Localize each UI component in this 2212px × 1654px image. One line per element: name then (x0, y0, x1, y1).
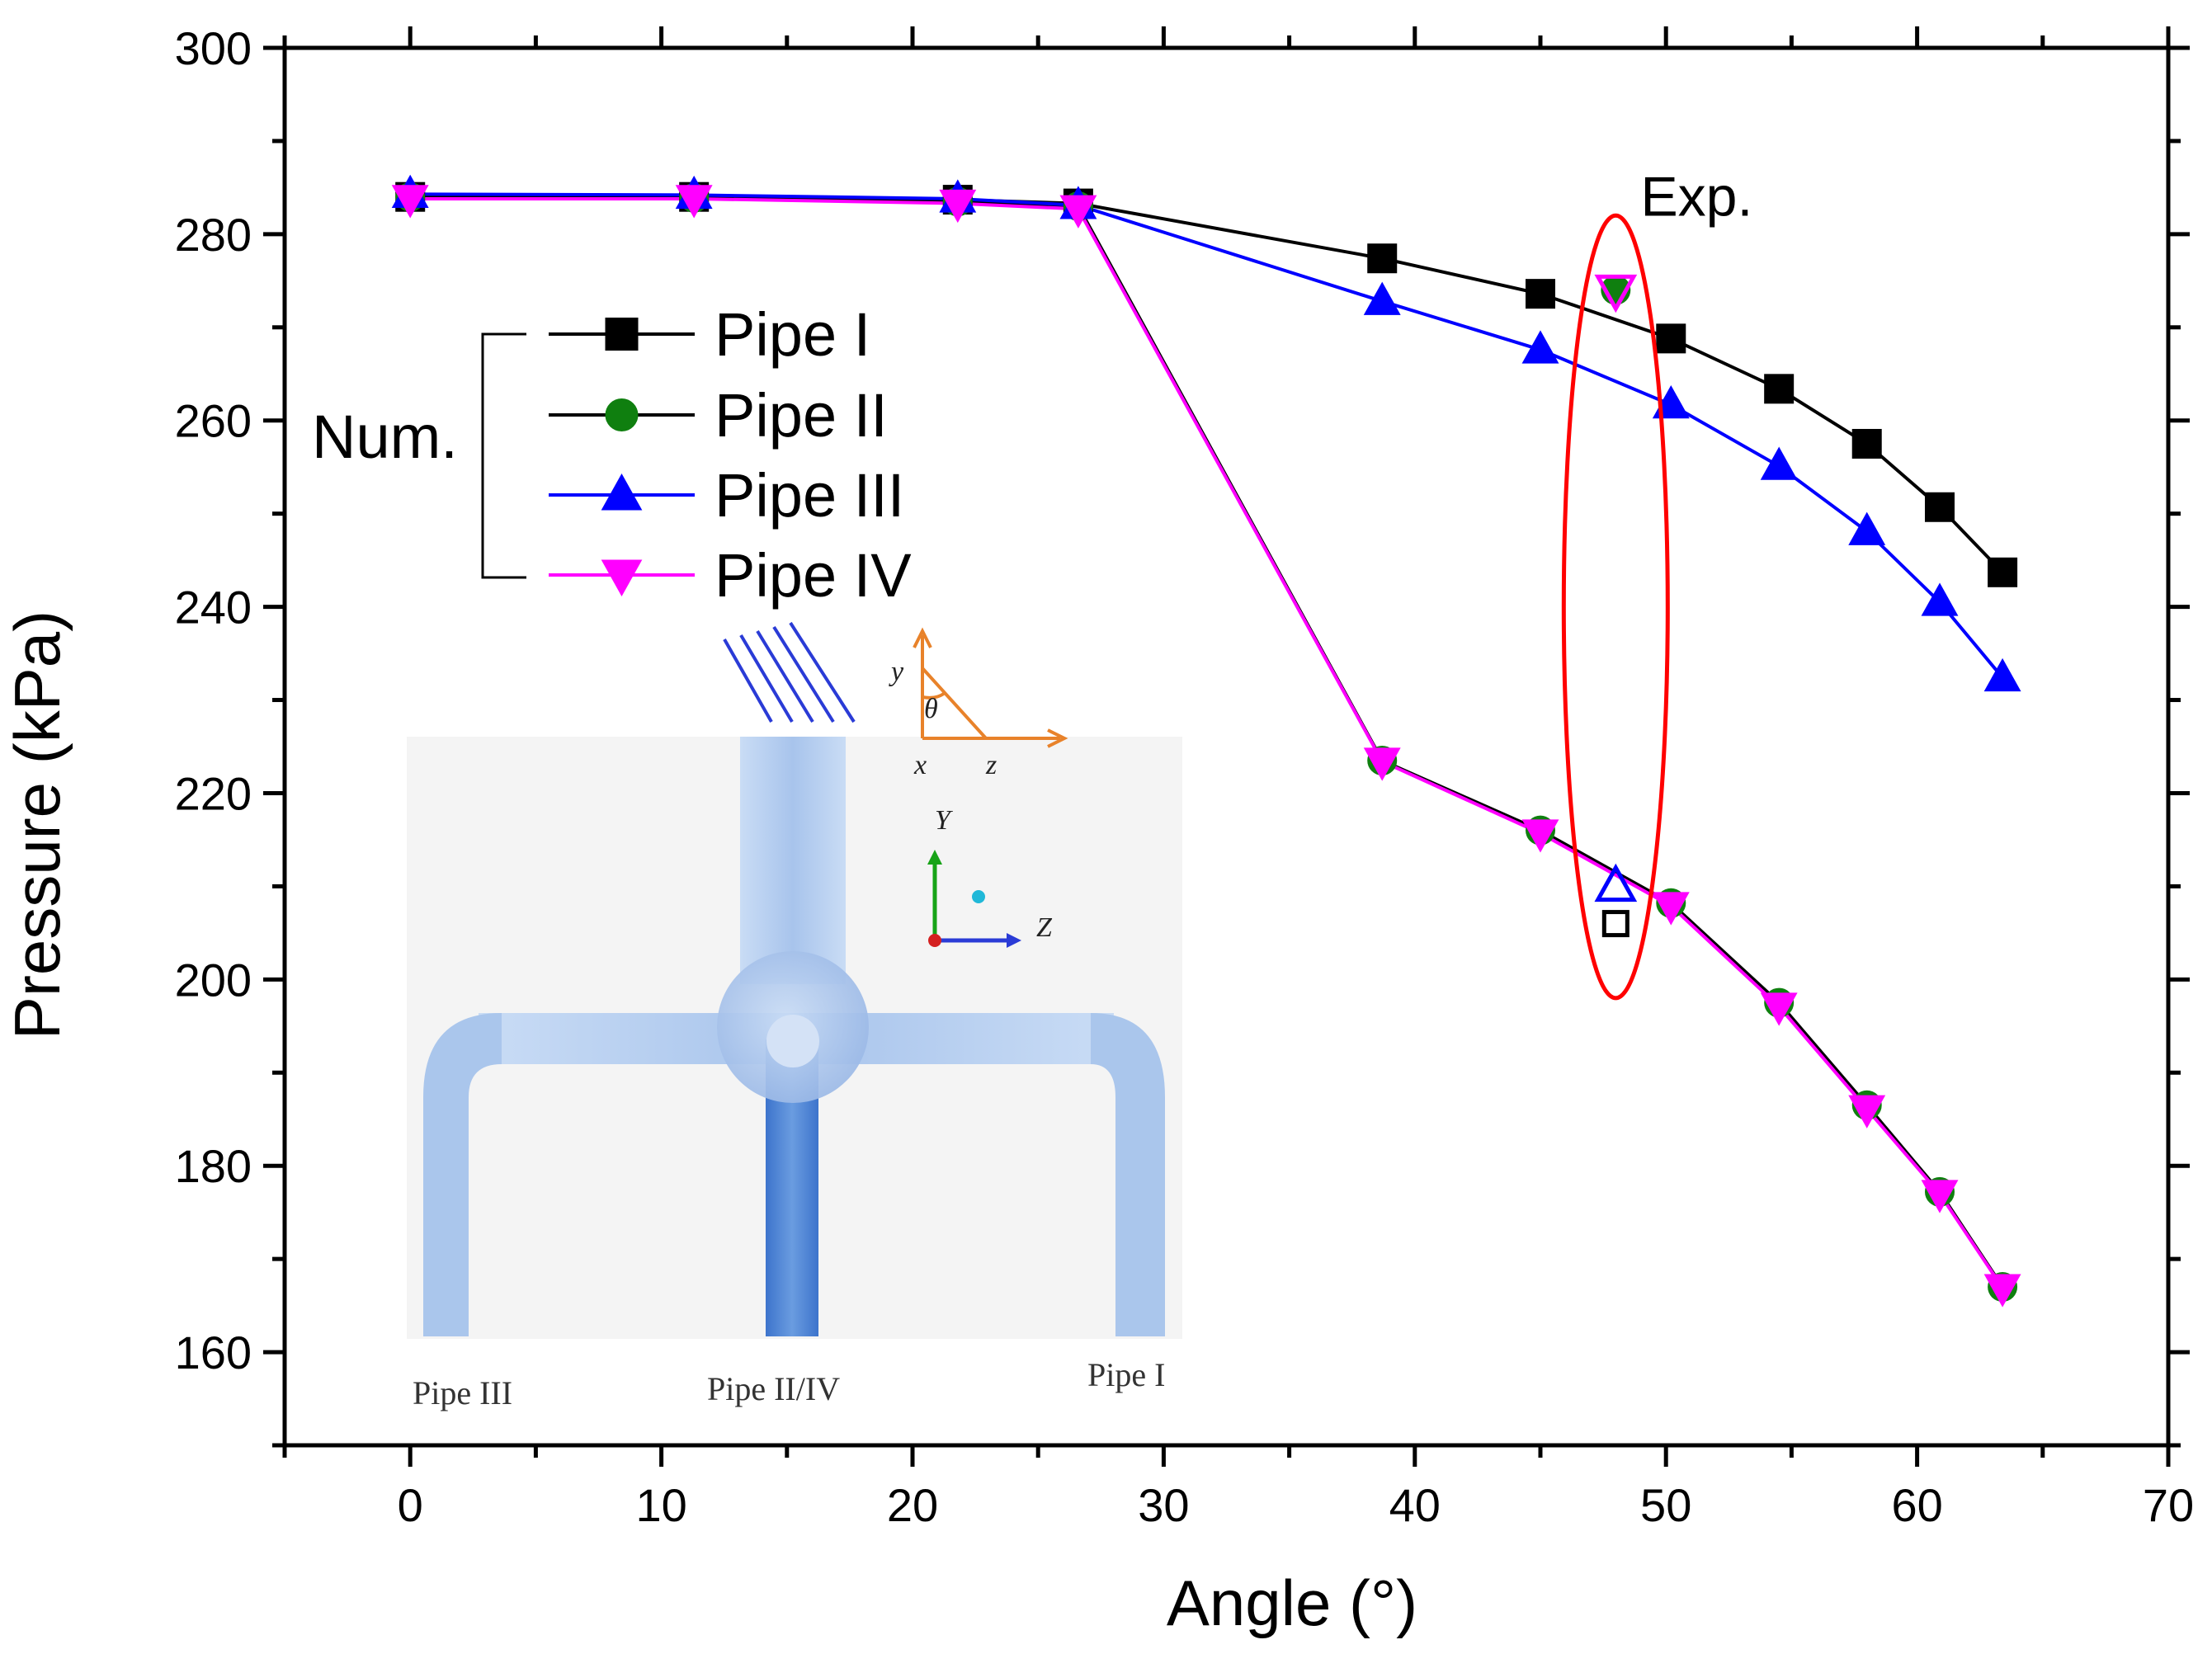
data-point-pipe-iii (1521, 330, 1559, 364)
inset-axis-theta-label: θ (924, 694, 938, 724)
legend-label-pipe-i: Pipe I (715, 300, 870, 369)
data-point-pipe-iv (1983, 1274, 2021, 1308)
y-axis-title: Pressure (kPa) (1, 610, 73, 1039)
x-tick-label: 60 (1891, 1479, 1942, 1531)
legend-group-label: Num. (312, 403, 458, 471)
x-tick-label: 70 (2143, 1479, 2194, 1531)
data-point-pipe-iv (391, 185, 429, 219)
data-point-pipe-i (1764, 374, 1795, 404)
y-tick-label: 300 (175, 22, 252, 74)
legend-label-pipe-iv: Pipe IV (715, 541, 912, 610)
x-tick-label: 0 (398, 1479, 423, 1531)
inset-axis-x-label: x (913, 750, 927, 780)
incident-arrows-icon (723, 621, 856, 723)
inset-diagram: y x z θ Y Z P (407, 621, 1182, 1411)
data-point-pipe-iv (1921, 1180, 1959, 1213)
y-tick-label: 160 (175, 1326, 252, 1378)
legend-label-pipe-iii: Pipe III (715, 461, 904, 530)
x-tick-label: 40 (1389, 1479, 1441, 1531)
experiment-point-pipe-iii (1594, 863, 1638, 902)
data-point-pipe-iv (1760, 992, 1798, 1026)
data-point-pipe-iv (1652, 892, 1690, 926)
legend-label-pipe-ii: Pipe II (715, 381, 888, 450)
data-point-pipe-i (1988, 557, 2018, 587)
y-tick-label: 200 (175, 954, 252, 1006)
series-line-pipe-iii (410, 192, 2004, 679)
series-markers-pipe-i (395, 181, 2018, 587)
inset-label-pipe-i: Pipe I (1087, 1356, 1165, 1393)
y-tick-label: 260 (175, 395, 252, 447)
experiment-point-pipe-i (1601, 910, 1630, 938)
legend-marker-pipe-iv (601, 559, 643, 597)
legend: Num. Pipe I Pipe II Pipe III Pipe IV (312, 300, 912, 610)
data-point-pipe-iii (1760, 446, 1798, 480)
data-point-pipe-iv (1848, 1095, 1886, 1129)
axes: 0 10 20 30 40 50 60 70 160 180 200 220 240 260 280 300 (175, 22, 2195, 1531)
data-point-pipe-iv (1521, 819, 1559, 853)
data-point-pipe-iv (1363, 747, 1401, 781)
legend-marker-pipe-i (605, 318, 639, 351)
experiment-label: Exp. (1640, 165, 1752, 228)
data-point-pipe-iii (1921, 582, 1959, 616)
data-point-pipe-iii (1363, 281, 1401, 315)
inset-label-pipe-iii: Pipe III (413, 1374, 512, 1411)
data-point-pipe-i (1526, 279, 1555, 309)
y-tick-label: 240 (175, 582, 252, 634)
coordinate-axes-2d-icon (913, 627, 1068, 748)
inset-triad-z-label: Z (1036, 912, 1053, 943)
inset-triad-y-label: Y (935, 805, 953, 836)
x-tick-label: 30 (1138, 1479, 1189, 1531)
data-point-pipe-i (1367, 243, 1398, 274)
experiment-ellipse (1561, 213, 1670, 1001)
x-tick-label: 20 (887, 1479, 938, 1531)
legend-bracket (481, 332, 526, 579)
series-markers-pipe-iv (391, 185, 2021, 1308)
inset-axis-y-label: y (889, 657, 904, 687)
legend-marker-pipe-ii (605, 398, 639, 431)
x-tick-label: 10 (635, 1479, 686, 1531)
data-point-pipe-iii (1983, 657, 2021, 692)
inset-axis-z-label: z (985, 750, 997, 780)
x-tick-label: 50 (1640, 1479, 1691, 1531)
data-point-pipe-iv (939, 189, 977, 224)
y-tick-label: 180 (175, 1140, 252, 1192)
experimental-group: Exp. (1561, 165, 1752, 1001)
pipe-geometry (423, 737, 1165, 1336)
data-point-pipe-i (1851, 428, 1882, 459)
legend-marker-pipe-iii (601, 473, 643, 511)
data-point-pipe-iv (1059, 195, 1097, 229)
inset-label-pipe-ii-iv: Pipe II/IV (707, 1370, 840, 1407)
y-tick-label: 280 (175, 209, 252, 261)
data-point-pipe-iii (1848, 511, 1886, 545)
x-axis-title: Angle (°) (1167, 1567, 1417, 1639)
coordinate-triad-icon (927, 850, 1021, 948)
data-point-pipe-i (1656, 323, 1686, 354)
data-point-pipe-iv (675, 185, 713, 219)
series-markers-pipe-iii (391, 174, 2021, 692)
series-markers (391, 174, 2021, 1308)
experiment-point-pipe-iv (1594, 274, 1638, 313)
series-line-pipe-i (410, 195, 2004, 574)
y-tick-label: 220 (175, 767, 252, 819)
data-point-pipe-i (1924, 492, 1955, 522)
plot-frame (282, 45, 2171, 1448)
